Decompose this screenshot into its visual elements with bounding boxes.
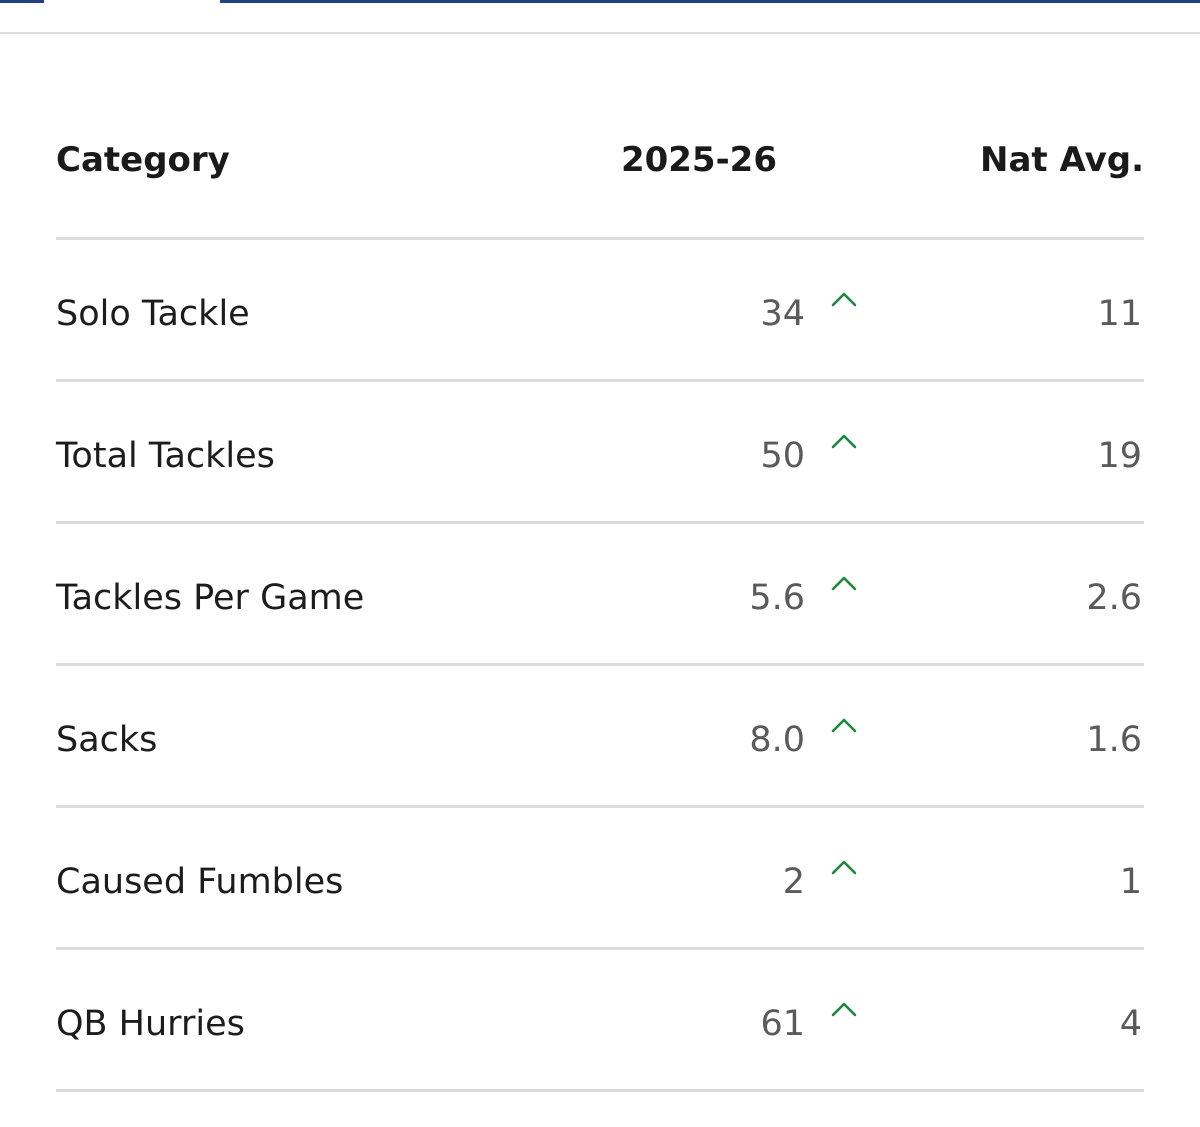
tab-indicator[interactable] [0, 0, 44, 3]
column-header-nat-avg: Nat Avg. [979, 140, 1144, 180]
stat-season-value: 5.6 [749, 578, 805, 618]
stat-category: QB Hurries [56, 1004, 245, 1044]
up-arrow-icon [831, 1002, 857, 1017]
up-arrow-icon [831, 576, 857, 591]
stat-category: Solo Tackle [56, 294, 250, 334]
stat-nat-avg-value: 4 [1119, 1004, 1142, 1044]
table-row: QB Hurries 61 4 [56, 950, 1144, 1092]
table-row: Tackles Per Game 5.6 2.6 [56, 524, 1144, 666]
stat-season-value: 2 [782, 862, 805, 902]
table-row: Caused Fumbles 2 1 [56, 808, 1144, 950]
stat-season-value: 50 [760, 436, 805, 476]
tab-divider [0, 32, 1200, 34]
up-arrow-icon [831, 292, 857, 307]
tab-strip [0, 0, 1200, 34]
column-header-season: 2025-26 [620, 140, 777, 180]
tab-indicator-active[interactable] [220, 0, 1200, 3]
stat-nat-avg-value: 2.6 [1086, 578, 1142, 618]
stats-table: Category 2025-26 Nat Avg. Solo Tackle 34… [56, 100, 1144, 1092]
stat-nat-avg-value: 1 [1119, 862, 1142, 902]
table-row: Solo Tackle 34 11 [56, 240, 1144, 382]
stat-season-value: 61 [760, 1004, 805, 1044]
table-row: Total Tackles 50 19 [56, 382, 1144, 524]
stat-category: Caused Fumbles [56, 862, 344, 902]
stat-category: Tackles Per Game [56, 578, 365, 618]
stat-category: Total Tackles [56, 436, 275, 476]
up-arrow-icon [831, 434, 857, 449]
stat-category: Sacks [56, 720, 158, 760]
up-arrow-icon [831, 860, 857, 875]
stat-nat-avg-value: 1.6 [1086, 720, 1142, 760]
stat-season-value: 8.0 [749, 720, 805, 760]
stat-nat-avg-value: 11 [1097, 294, 1142, 334]
stat-season-value: 34 [760, 294, 805, 334]
column-header-category: Category [56, 140, 230, 180]
table-row: Sacks 8.0 1.6 [56, 666, 1144, 808]
table-header: Category 2025-26 Nat Avg. [56, 100, 1144, 240]
up-arrow-icon [831, 718, 857, 733]
stat-nat-avg-value: 19 [1097, 436, 1142, 476]
